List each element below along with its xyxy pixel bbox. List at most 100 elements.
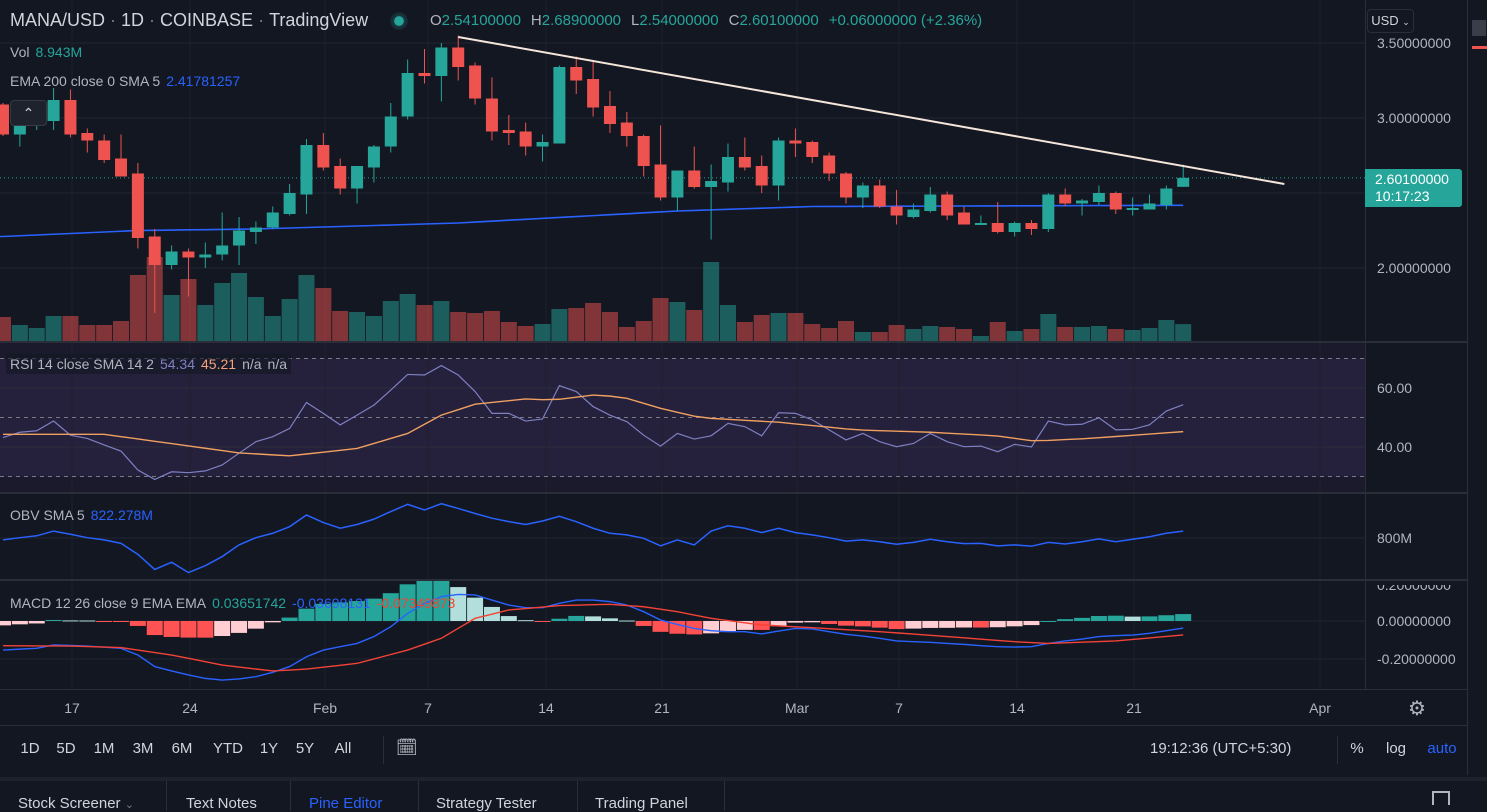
go-to-date-calendar-icon[interactable]: 🗓: [396, 738, 418, 757]
pane-separator[interactable]: [0, 341, 1467, 343]
tab-pine-editor[interactable]: Pine Editor: [309, 795, 383, 812]
volume-bar: [686, 310, 703, 342]
ohlc-values: O2.54100000 H2.68900000 L2.54000000 C2.6010…: [430, 12, 992, 29]
macd-axis-label: 0.00000000: [1377, 613, 1451, 629]
range-button-1m[interactable]: 1M: [93, 740, 115, 757]
candle-down: [81, 133, 94, 141]
macd-histogram-bar: [113, 621, 130, 622]
macd-histogram-bar: [787, 621, 804, 623]
range-button-all[interactable]: All: [334, 740, 352, 757]
volume-bar: [854, 332, 871, 342]
ema-legend[interactable]: EMA 200 close 0 SMA 5 2.41781257: [10, 73, 240, 89]
candle-up: [300, 145, 313, 195]
volume-bar: [45, 316, 62, 342]
currency-selector[interactable]: USD ⌄: [1367, 9, 1414, 33]
chart-canvas[interactable]: [0, 0, 1365, 690]
candle-up: [47, 100, 60, 121]
tab-divider: [166, 781, 167, 811]
percent-scale-toggle[interactable]: %: [1350, 740, 1364, 757]
candle-up: [671, 170, 684, 198]
interval[interactable]: 1D: [121, 10, 145, 30]
candle-down: [182, 251, 195, 258]
price-label: 3.50000000: [1377, 35, 1451, 51]
macd-histogram-bar: [1090, 616, 1107, 621]
candle-up: [974, 223, 987, 225]
volume-bar: [450, 312, 467, 342]
range-button-5y[interactable]: 5Y: [295, 740, 315, 757]
time-axis-label: 21: [1126, 700, 1142, 716]
macd-histogram-bar: [989, 621, 1006, 628]
bottom-toolbar: 1D 5D 1M 3M 6M YTD 1Y 5Y All 🗓 19:12:36 (UTC+5:3…: [0, 725, 1467, 773]
open-value: 2.54100000: [441, 12, 521, 29]
volume-bar: [1023, 329, 1040, 342]
pane-separator[interactable]: [0, 492, 1467, 494]
change-value: +0.06000000 (+2.36%): [828, 12, 983, 29]
auto-scale-toggle[interactable]: auto: [1427, 740, 1457, 757]
volume-bar: [298, 275, 315, 342]
candle-up: [13, 125, 26, 135]
macd-histogram-bar: [905, 621, 922, 629]
range-button-5d[interactable]: 5D: [56, 740, 76, 757]
maximize-panel-icon[interactable]: [1432, 791, 1450, 805]
volume-bar: [534, 324, 551, 342]
settings-gear-icon[interactable]: ⚙: [1408, 698, 1426, 720]
macd-histogram-bar: [79, 620, 96, 622]
volume-bar: [905, 329, 922, 342]
candle-up: [435, 47, 448, 76]
macd-histogram-bar: [315, 603, 332, 621]
high-value: 2.68900000: [541, 12, 622, 29]
macd-legend[interactable]: MACD 12 26 close 9 EMA EMA 0.03651742 -0.0…: [10, 595, 455, 611]
candle-down: [334, 166, 347, 189]
bottom-panel-tabs: Stock Screener ⌄ Text Notes Pine Editor …: [0, 777, 1487, 812]
symbol-name[interactable]: MANA/USD: [10, 10, 106, 30]
macd-histogram-bar: [652, 621, 669, 632]
range-button-1d[interactable]: 1D: [20, 740, 40, 757]
tab-stock-screener[interactable]: Stock Screener ⌄: [18, 795, 134, 812]
clock-timezone[interactable]: 19:12:36 (UTC+5:30): [1150, 740, 1292, 757]
candle-down: [418, 73, 431, 76]
candle-down: [1109, 193, 1122, 210]
tab-trading-panel[interactable]: Trading Panel: [595, 795, 688, 812]
time-axis-label: 7: [895, 700, 903, 716]
pane-separator[interactable]: [0, 579, 1467, 581]
price-axis[interactable]: [1365, 0, 1467, 690]
range-button-3m[interactable]: 3M: [132, 740, 154, 757]
volume-bar: [770, 313, 787, 342]
macd-histogram-bar: [551, 618, 568, 621]
obv-legend[interactable]: OBV SMA 5 822.278M: [10, 507, 153, 523]
candle-down: [0, 104, 9, 135]
candle-up: [401, 73, 414, 117]
volume-bar: [1107, 329, 1124, 342]
volume-bar: [838, 321, 854, 342]
macd-histogram-bar: [854, 621, 871, 627]
candle-up: [1092, 193, 1105, 202]
tab-strategy-tester[interactable]: Strategy Tester: [436, 795, 537, 812]
range-button-6m[interactable]: 6M: [171, 740, 193, 757]
right-sidebar: [1467, 0, 1487, 775]
range-button-ytd[interactable]: YTD: [213, 740, 243, 757]
volume-bar: [517, 326, 534, 342]
volume-bar: [349, 312, 366, 342]
log-scale-toggle[interactable]: log: [1385, 740, 1407, 757]
tab-text-notes[interactable]: Text Notes: [186, 795, 257, 812]
volume-bar: [416, 305, 433, 342]
volume-bar: [28, 328, 45, 342]
macd-histogram-bar: [1141, 616, 1158, 621]
tab-divider: [290, 781, 291, 811]
volume-bar: [483, 311, 500, 342]
separator-dot: ·: [149, 10, 156, 30]
candle-down: [620, 122, 633, 136]
macd-histogram-bar: [433, 579, 450, 621]
macd-histogram-bar: [736, 621, 753, 630]
candle-down: [958, 212, 971, 225]
rsi-legend[interactable]: RSI 14 close SMA 14 2 54.34 45.21 n/a n/a: [6, 354, 291, 374]
collapse-legend-button[interactable]: ⌃: [10, 100, 47, 126]
price-label: 3.00000000: [1377, 110, 1451, 126]
macd-histogram-bar: [247, 621, 264, 629]
volume-legend[interactable]: Vol 8.943M: [10, 44, 82, 60]
widget-icon[interactable]: [1472, 20, 1486, 36]
range-button-1y[interactable]: 1Y: [259, 740, 279, 757]
macd-histogram-bar: [163, 621, 180, 637]
symbol-title[interactable]: MANA/USD · 1D · COINBASE · TradingView: [10, 10, 368, 31]
volume-bar: [247, 297, 264, 342]
